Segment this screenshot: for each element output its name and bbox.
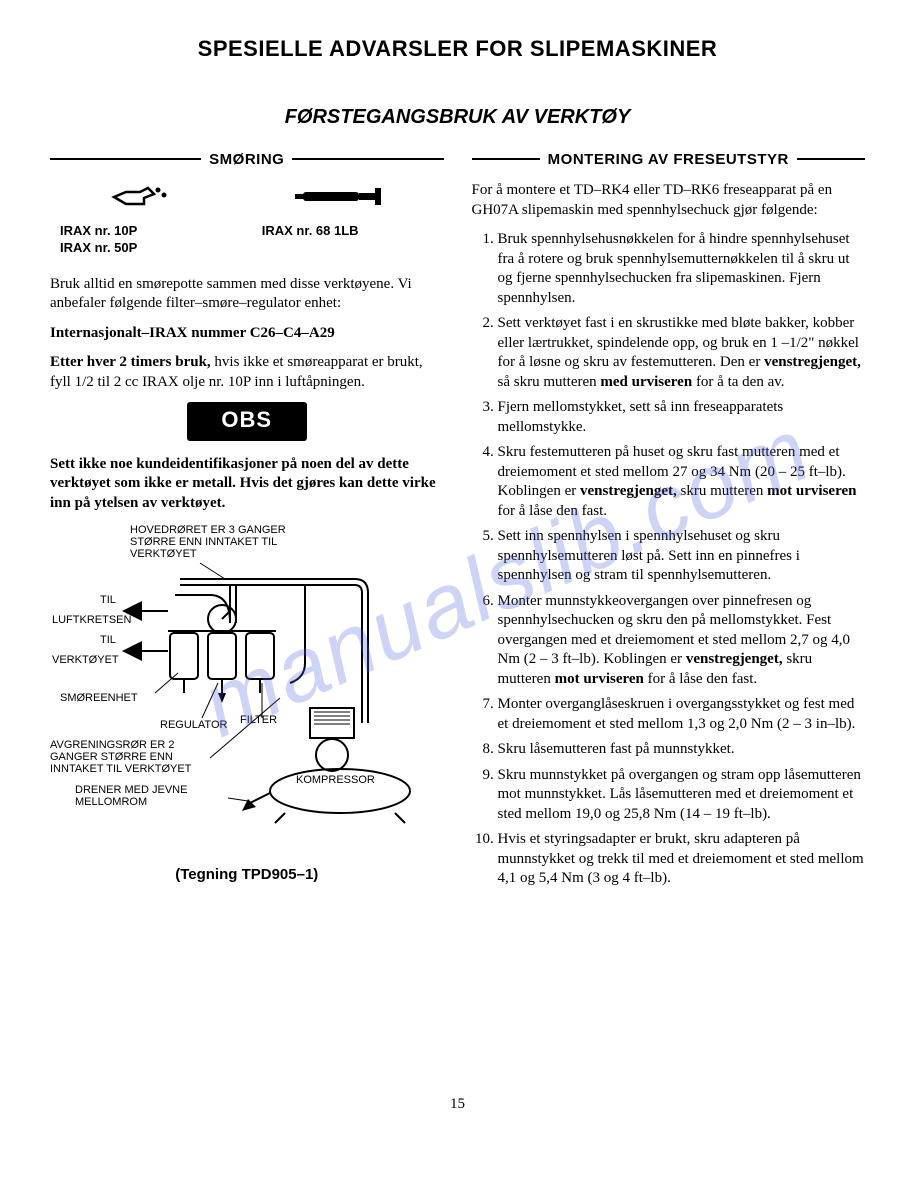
oil-can-icon [108, 181, 178, 218]
irax-50p: IRAX nr. 50P [60, 239, 242, 257]
diag-til-1: TIL [100, 594, 116, 606]
diag-avgr-3: INNTAKET TIL VERKTØYET [50, 763, 192, 775]
irax-10p: IRAX nr. 10P [60, 222, 242, 240]
montering-intro: For å montere et TD–RK4 eller TD–RK6 fre… [472, 181, 866, 220]
right-column: MONTERING AV FRESEUTSTYR For å montere e… [472, 150, 866, 895]
step-8: Skru låsemutteren fast på munnstykket. [498, 740, 866, 760]
diag-drener-1: DRENER MED JEVNE [75, 784, 187, 796]
smoring-p4: Sett ikke noe kundeidentifikasjoner på n… [50, 455, 444, 514]
diag-drener-2: MELLOMROM [75, 796, 147, 808]
step-3: Fjern mellomstykket, sett så inn freseap… [498, 398, 866, 437]
diag-avgr-1: AVGRENINGSRØR ER 2 [50, 739, 175, 751]
diag-filter: FILTER [240, 714, 277, 726]
step-6: Monter munnstykkeovergangen over pinnefr… [498, 592, 866, 690]
irax-68-1lb: IRAX nr. 68 1LB [262, 222, 444, 240]
diag-smoreenhet: SMØREENHET [60, 692, 138, 704]
diag-til-2: TIL [100, 634, 116, 646]
diag-hovedroret-1: HOVEDRØRET ER 3 GANGER [130, 524, 286, 536]
step-2: Sett verktøyet fast i en skrustikke med … [498, 314, 866, 392]
smoring-p2: Internasjonalt–IRAX nummer C26–C4–A29 [50, 324, 444, 344]
page-sub-title: FØRSTEGANGSBRUK AV VERKTØY [50, 104, 865, 130]
left-column: SMØRING IRAX nr [50, 150, 444, 895]
air-system-diagram: HOVEDRØRET ER 3 GANGER STØRRE ENN INNTAK… [50, 523, 444, 882]
diag-hovedroret-3: VERKTØYET [130, 548, 197, 560]
step-9: Skru munnstykket på overgangen og stram … [498, 766, 866, 825]
smoring-p1: Bruk alltid en smørepotte sammen med dis… [50, 275, 444, 314]
two-column-layout: SMØRING IRAX nr [50, 150, 865, 895]
diag-hovedroret-2: STØRRE ENN INNTAKET TIL [130, 536, 277, 548]
grinder-tool-icon [295, 183, 385, 216]
montering-heading-text: MONTERING AV FRESEUTSTYR [548, 150, 789, 170]
montering-heading: MONTERING AV FRESEUTSTYR [472, 150, 866, 170]
diag-luftkretsen: LUFTKRETSEN [52, 614, 132, 626]
smoring-p3-lead: Etter hver 2 timers bruk, [50, 354, 211, 370]
diag-verktoyet: VERKTØYET [52, 654, 119, 666]
diag-regulator: REGULATOR [160, 719, 227, 731]
smoring-heading: SMØRING [50, 150, 444, 170]
smoring-p3: Etter hver 2 timers bruk, hvis ikke et s… [50, 353, 444, 392]
step-10: Hvis et styringsadapter er brukt, skru a… [498, 830, 866, 889]
lubrication-icons [50, 181, 444, 218]
smoring-heading-text: SMØRING [209, 150, 284, 170]
page-number: 15 [50, 1095, 865, 1115]
step-5: Sett inn spennhylsen i spennhylsehuset o… [498, 527, 866, 586]
air-system-svg: HOVEDRØRET ER 3 GANGER STØRRE ENN INNTAK… [50, 523, 440, 853]
obs-notice-badge: OBS [187, 402, 307, 441]
diagram-caption: (Tegning TPD905–1) [50, 866, 444, 883]
step-1: Bruk spennhylsehusnøkkelen for å hindre … [498, 230, 866, 308]
step-7: Monter overganglåseskruen i overgangssty… [498, 695, 866, 734]
diag-kompressor: KOMPRESSOR [296, 774, 375, 786]
page-main-title: SPESIELLE ADVARSLER FOR SLIPEMASKINER [50, 35, 865, 64]
montering-steps: Bruk spennhylsehusnøkkelen for å hindre … [472, 230, 866, 889]
step-4: Skru festemutteren på huset og skru fast… [498, 443, 866, 521]
diag-avgr-2: GANGER STØRRE ENN [50, 751, 173, 763]
irax-part-numbers: IRAX nr. 10P IRAX nr. 50P IRAX nr. 68 1L… [50, 222, 444, 257]
